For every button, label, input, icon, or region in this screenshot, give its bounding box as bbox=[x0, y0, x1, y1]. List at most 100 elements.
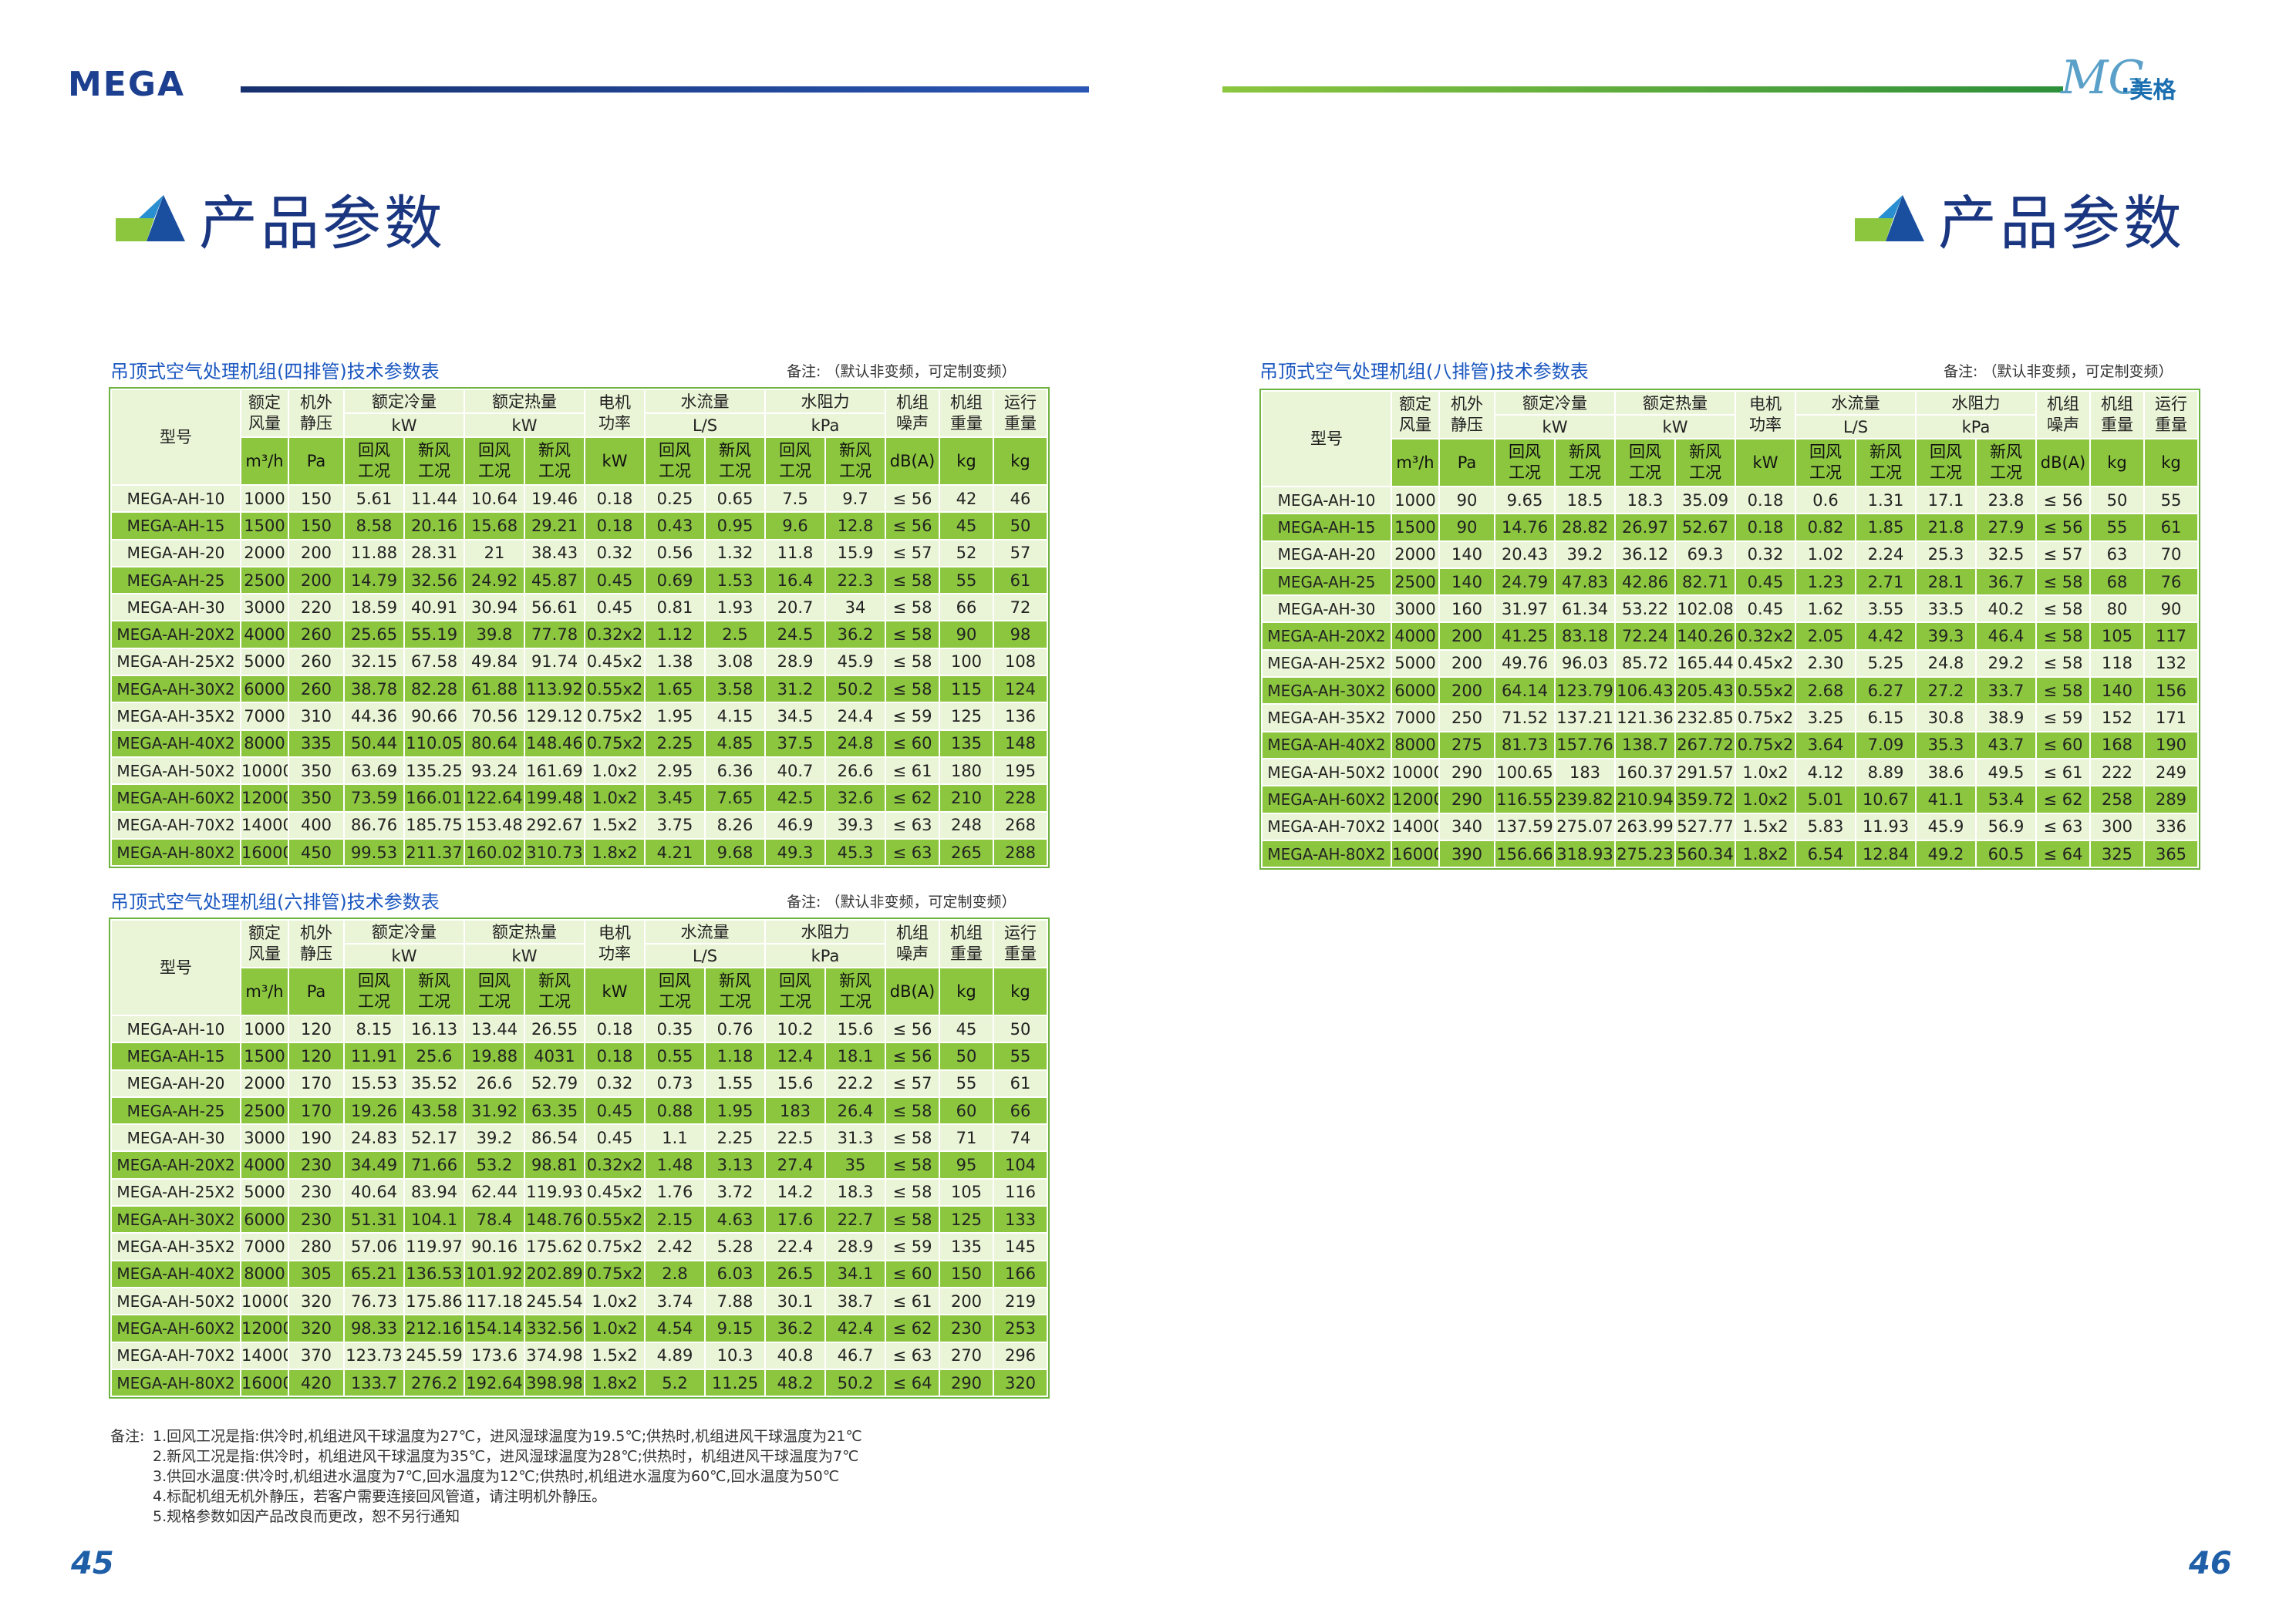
table-cell: 41.25 bbox=[1494, 621, 1556, 651]
col-unit-cool: kW bbox=[343, 943, 465, 968]
model-cell: MEGA-AH-70X2 bbox=[110, 810, 241, 840]
table-cell: 290 bbox=[939, 1368, 994, 1398]
table-cell: 19.88 bbox=[464, 1042, 525, 1071]
remarks: 备注: 1.回风工况是指:供冷时,机组进风干球温度为27℃，进风湿球温度为19.5… bbox=[110, 1426, 862, 1527]
table-cell: 4.63 bbox=[704, 1205, 766, 1234]
table-cell: 71.66 bbox=[403, 1150, 465, 1180]
table-cell: 0.75x2 bbox=[584, 1232, 646, 1261]
table-cell: ≤ 60 bbox=[885, 729, 940, 758]
model-cell: MEGA-AH-30X2 bbox=[1261, 676, 1392, 705]
table-cell: 148.46 bbox=[524, 729, 585, 758]
table-cell: 16000 bbox=[240, 1368, 289, 1398]
table-cell: ≤ 58 bbox=[2035, 676, 2091, 705]
table-cell: 57 bbox=[993, 538, 1048, 567]
table-cell: 52 bbox=[939, 538, 994, 567]
table-cell: 46 bbox=[993, 483, 1048, 514]
table-row: MEGA-AH-80X2 16000 390 156.66 318.93 275.23 56… bbox=[1261, 839, 2199, 869]
table-cell: 165.44 bbox=[1674, 648, 1736, 678]
table-cell: 1.38 bbox=[644, 647, 706, 677]
table-cell: 350 bbox=[288, 783, 345, 813]
table-cell: 2.5 bbox=[704, 620, 766, 649]
table-cell: 0.18 bbox=[1735, 513, 1796, 542]
fresh-air-condition: 新风 工况 bbox=[403, 967, 465, 1016]
table-cell: 18.3 bbox=[1614, 485, 1676, 515]
table-row: MEGA-AH-20 2000 170 15.53 35.52 26.6 52.79 0.32… bbox=[110, 1069, 1048, 1098]
table-cell: 45 bbox=[939, 511, 994, 540]
table-cell: 10.64 bbox=[464, 483, 525, 514]
table-cell: 40.64 bbox=[343, 1177, 405, 1207]
table-cell: 239.82 bbox=[1554, 785, 1616, 814]
table-cell: 32.5 bbox=[1975, 540, 2037, 569]
table-cell: 14.2 bbox=[764, 1177, 826, 1207]
unit-noise: dB(A) bbox=[2035, 438, 2091, 487]
power-line-2: 功率 bbox=[1749, 416, 1782, 434]
table-cell: 3000 bbox=[240, 1123, 289, 1153]
return-air-line-1: 回风 bbox=[779, 441, 811, 460]
table-cell: 33.5 bbox=[1915, 594, 1977, 624]
fresh-air-line-1: 新风 bbox=[1689, 443, 1721, 461]
return-air-line-1: 回风 bbox=[358, 971, 390, 990]
table-cell: 122.64 bbox=[464, 783, 525, 813]
table-cell: 289 bbox=[2143, 785, 2199, 814]
col-unit-resist: kPa bbox=[1915, 414, 2037, 439]
table-cell: 318.93 bbox=[1554, 839, 1616, 869]
table-cell: ≤ 58 bbox=[885, 675, 940, 704]
table-cell: 6000 bbox=[1391, 676, 1440, 705]
table-cell: 47.83 bbox=[1554, 567, 1616, 597]
model-cell: MEGA-AH-80X2 bbox=[110, 837, 241, 867]
col-header-heat: 额定热量 bbox=[464, 389, 585, 414]
table-cell: 20.16 bbox=[403, 511, 465, 540]
table-cell: 211.37 bbox=[403, 837, 465, 867]
table-row: MEGA-AH-20X2 4000 260 25.65 55.19 39.8 77.78 0.… bbox=[110, 620, 1048, 649]
airflow-line-2: 风量 bbox=[1399, 416, 1431, 434]
table-cell: 292.67 bbox=[524, 810, 585, 840]
remarks-lines: 1.回风工况是指:供冷时,机组进风干球温度为27℃，进风湿球温度为19.5℃;供… bbox=[153, 1426, 862, 1527]
table-cell: 41.1 bbox=[1915, 785, 1977, 814]
return-air-condition: 回风 工况 bbox=[764, 967, 826, 1016]
table-cell: 49.3 bbox=[764, 837, 826, 867]
table-cell: 136 bbox=[993, 702, 1048, 731]
table-cell: ≤ 56 bbox=[885, 511, 940, 540]
table-cell: 72.24 bbox=[1614, 621, 1676, 651]
table-cell: 78.4 bbox=[464, 1205, 525, 1234]
table-cell: 115 bbox=[939, 675, 994, 704]
table-row: MEGA-AH-70X2 14000 400 86.76 185.75 153.48 292… bbox=[110, 810, 1048, 840]
model-cell: MEGA-AH-20 bbox=[110, 1069, 241, 1098]
table-cell: 258 bbox=[2089, 785, 2145, 814]
fresh-air-line-1: 新风 bbox=[719, 971, 751, 990]
table-cell: 82.71 bbox=[1674, 567, 1736, 597]
model-cell: MEGA-AH-25X2 bbox=[110, 647, 241, 677]
table-cell: 26.55 bbox=[524, 1014, 585, 1044]
col-header-operating-weight: 运行 重量 bbox=[993, 919, 1048, 968]
header-row: 型号 额定 风量 机外 静压 额定冷量 额定热量 电机 功率 水流量 水阻力 机组 噪声 机组 重量 运行 重量 bbox=[110, 389, 1048, 486]
col-header-unit-weight: 机组 重量 bbox=[939, 919, 994, 968]
table-cell: 66 bbox=[993, 1096, 1048, 1126]
table-cell: 156 bbox=[2143, 676, 2199, 705]
table-cell: 0.65 bbox=[704, 483, 766, 514]
fresh-air-condition: 新风 工况 bbox=[524, 436, 585, 486]
table-cell: 4.12 bbox=[1795, 757, 1856, 787]
table-cell: 38.43 bbox=[524, 538, 585, 567]
table-cell: ≤ 58 bbox=[2035, 567, 2091, 597]
table-cell: 9.6 bbox=[764, 511, 826, 540]
header-rule-right bbox=[1222, 86, 2063, 93]
table-cell: 5.28 bbox=[704, 1232, 766, 1261]
col-unit-cool: kW bbox=[343, 412, 465, 438]
table-cell: 267.72 bbox=[1674, 730, 1736, 759]
table-cell: 3.64 bbox=[1795, 730, 1856, 759]
triangle-logo-icon bbox=[1855, 195, 1924, 241]
table-cell: 228 bbox=[993, 783, 1048, 813]
col-header-water: 水流量 bbox=[1795, 390, 1917, 416]
table-cell: 12.84 bbox=[1855, 839, 1917, 869]
table-cell: 38.9 bbox=[1975, 703, 2037, 732]
table-cell: 20.7 bbox=[764, 593, 826, 622]
table-cell: 2.25 bbox=[704, 1123, 766, 1153]
table-cell: 16000 bbox=[240, 837, 289, 867]
table-row: MEGA-AH-25X2 5000 230 40.64 83.94 62.44 119.93… bbox=[110, 1177, 1048, 1207]
table-cell: 26.97 bbox=[1614, 513, 1676, 542]
table-cell: 64.14 bbox=[1494, 676, 1556, 705]
table-cell: 0.45 bbox=[584, 1123, 646, 1153]
model-cell: MEGA-AH-10 bbox=[1261, 485, 1392, 515]
col-header-cool: 额定冷量 bbox=[343, 919, 465, 945]
fresh-air-condition: 新风 工况 bbox=[1855, 438, 1917, 487]
